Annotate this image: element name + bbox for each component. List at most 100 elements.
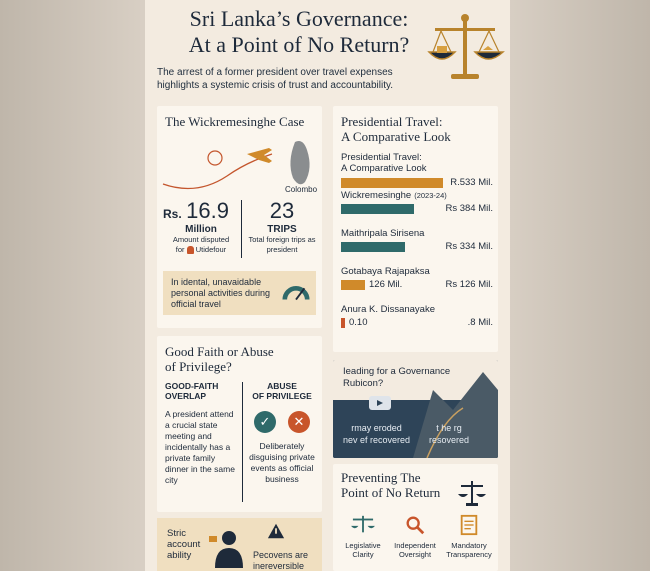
- travel-row-name-2: A Comparative Look: [341, 163, 427, 174]
- independent-oversight-item: Independent Oversight: [389, 514, 441, 559]
- abuse-heading-2: OF PRIVILEGE: [252, 391, 312, 401]
- travel-bar: [341, 178, 443, 188]
- prevent-title-line-1: Preventing The: [341, 470, 421, 485]
- irreversible-line-1: Pecovens are: [253, 550, 309, 560]
- good-faith-heading-1: GOOD-FAITH: [165, 381, 219, 391]
- travel-row-name: Anura K. Dissanayake: [341, 304, 435, 315]
- travel-title-line-2: A Comparative Look: [341, 129, 451, 144]
- travel-bar: [341, 204, 414, 214]
- check-icon: ✓: [254, 411, 276, 433]
- rubicon-right-line-2: resovered: [429, 435, 470, 445]
- travel-bar-inline-value: 126 Mil.: [369, 279, 403, 290]
- amount-prefix: Rs.: [163, 207, 182, 221]
- amount-caption-for: for: [175, 245, 185, 254]
- abuse-heading-1: ABUSE: [267, 381, 297, 391]
- strict-line-2: account: [167, 539, 201, 550]
- travel-title-line-1: Presidential Travel:: [341, 114, 443, 129]
- good-faith-column: GOOD-FAITH OVERLAP A president attend a …: [165, 381, 239, 486]
- travel-row: Maithripala Sirisena Rs 334 Mil.: [341, 228, 493, 266]
- trips-value: 23: [269, 198, 295, 223]
- legislative-scales-icon: [351, 515, 375, 533]
- page-subtitle: The arrest of a former president over tr…: [157, 67, 394, 91]
- irreversible-line-2: inereversible: [253, 561, 305, 571]
- travel-bar: [341, 280, 365, 290]
- travel-row-name: Wickremesinghe: [341, 190, 412, 201]
- travel-bar: [341, 242, 405, 252]
- travel-row: Anura K. Dissanayake 0.10 .8 Mil.: [341, 304, 493, 342]
- person-icon: [186, 246, 194, 255]
- amount-value: 16.9: [186, 198, 229, 223]
- warning-icon: [267, 523, 285, 539]
- travel-bar-chart: Presidential Travel: A Comparative Look R.…: [341, 152, 493, 348]
- rubicon-right-line-1: t he rg: [436, 423, 462, 433]
- document-icon: [460, 514, 478, 536]
- cross-icon: ✕: [288, 411, 310, 433]
- rubicon-title-line-2: Rubicon?: [343, 378, 384, 389]
- travel-row-label: Maithripala Sirisena: [341, 228, 424, 239]
- strict-line-3: ability: [167, 550, 192, 561]
- gauge-icon: [282, 286, 310, 301]
- rubicon-right-text: t he rg resovered: [429, 422, 469, 446]
- abuse-column: ABUSE OF PRIVILEGE ✓ ✕ Deliberately disg…: [247, 381, 317, 485]
- abuse-text: Deliberately disguising private events a…: [249, 441, 315, 484]
- travel-row-note: (2023-24): [414, 191, 447, 200]
- rubicon-title-line-1: Ieading for a Governance: [343, 366, 451, 377]
- oversight-label-1: Independent: [394, 541, 436, 550]
- prevent-title-line-2: Point of No Return: [341, 485, 441, 500]
- irreversible-text: Pecovens are inereversible: [253, 550, 308, 571]
- strict-accountability-text: Stric account ability: [167, 528, 200, 561]
- amount-caption: Amount disputed for Utidefour: [163, 235, 239, 255]
- privilege-card: Good Faith or Abuse of Privilege? GOOD-F…: [157, 336, 322, 512]
- verdict-icons: ✓ ✕: [252, 411, 312, 433]
- title-line-1: Sri Lanka’s Governance:: [189, 6, 409, 31]
- case-note: In idental, unavaidable personal activit…: [163, 271, 316, 315]
- trips-unit: TRIPS: [267, 224, 297, 235]
- mandatory-transparency-item: Mandatory Transparency: [441, 514, 497, 559]
- magnifier-icon: [406, 516, 425, 535]
- privilege-card-title: Good Faith or Abuse of Privilege?: [165, 344, 274, 374]
- trips-stat: 23 TRIPS Total foreign trips as presiden…: [247, 198, 317, 255]
- privilege-divider: [242, 382, 243, 502]
- rubicon-left-line-1: rmay eroded: [351, 423, 402, 433]
- accountability-strip: Stric account ability Pecovens are inere…: [157, 518, 322, 571]
- case-note-text: In idental, unavaidable personal activit…: [171, 277, 271, 309]
- title-line-2: At a Point of No Return?: [188, 32, 410, 57]
- amount-caption-name: Utidefour: [195, 245, 227, 254]
- good-faith-heading-2: OVERLAP: [165, 391, 207, 401]
- oversight-label-2: Oversight: [398, 550, 432, 559]
- legislative-label-1: Legislative: [345, 541, 381, 550]
- rubicon-card: Ieading for a Governance Rubicon? rmay e…: [333, 360, 498, 458]
- case-card-title: The Wickremesinghe Case: [165, 114, 305, 129]
- good-faith-text: A president attend a crucial state meeti…: [165, 409, 235, 485]
- trips-caption: Total foreign trips as president: [248, 235, 316, 254]
- rubicon-left-text: rmay eroded nev ef recovered: [343, 422, 410, 446]
- travel-card-title: Presidential Travel: A Comparative Look: [341, 114, 451, 144]
- amount-caption-line: Amount disputed: [172, 235, 230, 244]
- scales-of-justice-icon: [427, 14, 505, 79]
- person-icon: [209, 531, 243, 568]
- flight-path-icon: [162, 141, 310, 190]
- travel-row: Wickremesinghe (2023-24) Rs 384 Mil.: [341, 190, 493, 228]
- travel-row: Gotabaya Rajapaksa 126 Mil. Rs 126 Mil.: [341, 266, 493, 304]
- travel-bar: [341, 318, 345, 328]
- travel-row-label: Presidential Travel: A Comparative Look: [341, 152, 427, 174]
- travel-row-label: Gotabaya Rajapaksa: [341, 266, 430, 277]
- travel-bar-inline-value: 0.10: [349, 317, 368, 328]
- prevent-card: Preventing The Point of No Return Legisl…: [333, 464, 498, 571]
- amount-stat: Rs. 16.9 Million Amount disputed for Uti…: [163, 198, 239, 255]
- page-title: Sri Lanka’s Governance: At a Point of No…: [159, 6, 439, 58]
- rubicon-title: Ieading for a Governance Rubicon?: [343, 366, 450, 390]
- travel-bar-value: Rs 126 Mil.: [445, 279, 493, 290]
- rubicon-left-line-2: nev ef recovered: [343, 435, 411, 445]
- small-scales-icon: [458, 481, 486, 506]
- travel-bar-value: Rs 384 Mil.: [445, 203, 493, 214]
- travel-row-name: Presidential Travel:: [341, 152, 422, 163]
- rubicon-illustration: [333, 360, 498, 458]
- privilege-title-line-2: of Privilege?: [165, 359, 232, 374]
- stat-divider: [241, 200, 242, 258]
- amount-unit: Million: [185, 224, 217, 235]
- travel-row-label: Anura K. Dissanayake: [341, 304, 435, 315]
- case-card: The Wickremesinghe Case Colombo Rs. 16.9…: [157, 106, 322, 328]
- privilege-title-line-1: Good Faith or Abuse: [165, 344, 274, 359]
- travel-row-name: Maithripala Sirisena: [341, 228, 425, 239]
